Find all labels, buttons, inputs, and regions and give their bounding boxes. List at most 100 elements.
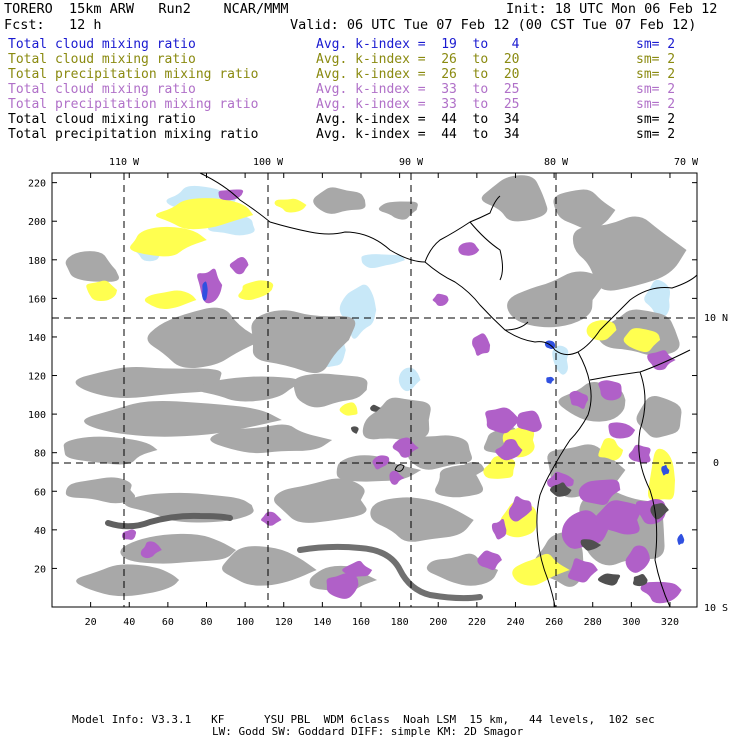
- lon-label: 90 W: [399, 157, 424, 168]
- purple-cloud-patch: [647, 350, 676, 371]
- legend-kindex: Avg. k-index = 44 to 34: [316, 127, 520, 142]
- valid-time: Valid: 06 UTC Tue 07 Feb 12 (00 CST Tue …: [290, 17, 697, 33]
- dark-streak: [105, 512, 233, 530]
- y-tick-label: 60: [34, 487, 46, 498]
- purple-cloud-patch: [508, 496, 532, 522]
- lat-lon-grid: [52, 173, 697, 607]
- dark-core-patch: [350, 426, 359, 434]
- legend-kindex: Avg. k-index = 26 to 20: [316, 52, 520, 67]
- gray-cloud-patch: [65, 251, 119, 282]
- legend-kindex: Avg. k-index = 44 to 34: [316, 112, 520, 127]
- lat-label: 10 S: [704, 603, 728, 614]
- purple-cloud-patch: [326, 573, 359, 599]
- legend-field-name: Total cloud mixing ratio: [8, 37, 196, 52]
- purple-cloud-patch: [432, 293, 449, 307]
- purple-cloud-patch: [578, 479, 621, 505]
- y-tick-label: 80: [34, 449, 46, 460]
- legend-kindex: Avg. k-index = 33 to 25: [316, 82, 520, 97]
- gray-cloud-patch: [251, 310, 356, 374]
- legend-field-name: Total cloud mixing ratio: [8, 52, 196, 67]
- yellow-precip-patch: [274, 198, 307, 213]
- gray-cloud-patch: [75, 367, 222, 399]
- y-tick-label: 140: [28, 333, 46, 344]
- yellow-precip-patch: [155, 198, 254, 230]
- blue-core-patch: [661, 464, 670, 476]
- x-tick-label: 80: [200, 617, 212, 628]
- legend-field-name: Total precipitation mixing ratio: [8, 97, 259, 112]
- y-tick-label: 40: [34, 526, 46, 537]
- yellow-precip-patch: [144, 290, 197, 310]
- purple-cloud-patch: [472, 333, 491, 356]
- coastline: [394, 464, 405, 472]
- legend-smoothing: sm= 2: [636, 52, 676, 67]
- init-time: Init: 18 UTC Mon 06 Feb 12: [506, 1, 718, 17]
- yellow-precip-patch: [129, 226, 207, 257]
- gray-cloud-patch: [378, 201, 418, 220]
- gray-cloud-patch: [76, 564, 180, 597]
- model-info-line2: LW: Godd SW: Goddard DIFF: simple KM: 2D…: [212, 725, 524, 738]
- gray-cloud-patch: [553, 189, 616, 230]
- gray-cloud-patch: [63, 436, 158, 465]
- coastlines: [199, 173, 697, 607]
- legend-smoothing: sm= 2: [636, 112, 676, 127]
- purple-cloud-patch: [261, 511, 282, 526]
- purple-cloud-patch: [495, 439, 523, 461]
- purple-cloud-patch: [372, 455, 390, 470]
- model-info-line1: Model Info: V3.3.1 KF YSU PBL WDM 6class…: [72, 713, 655, 726]
- dark-core-patch: [580, 539, 602, 551]
- yellow-precip-patch: [339, 402, 358, 416]
- gray-cloud-patch: [313, 187, 366, 214]
- gray-cloud-patch: [147, 307, 263, 369]
- lon-label: 70 W: [674, 157, 699, 168]
- gray-cloud-patch: [481, 175, 548, 222]
- coastline: [504, 321, 529, 331]
- gray-cloud-patch: [405, 435, 473, 470]
- yellow-precip-patch: [512, 553, 570, 586]
- legend-field-name: Total cloud mixing ratio: [8, 82, 196, 97]
- purple-cloud-patch: [197, 268, 223, 304]
- yellow-precip-patch: [647, 448, 675, 501]
- blue-core-patch: [546, 376, 555, 384]
- yellow-precip-patch: [598, 438, 624, 461]
- legend-field-name: Total cloud mixing ratio: [8, 112, 196, 127]
- legend-smoothing: sm= 2: [636, 67, 676, 82]
- coastline: [536, 351, 592, 607]
- dark-core-patch: [633, 573, 648, 587]
- purple-cloud-patch: [458, 242, 480, 256]
- lon-label: 80 W: [544, 157, 569, 168]
- yellow-precip-patch: [623, 328, 661, 353]
- gray-cloud-patch: [210, 424, 333, 454]
- y-tick-label: 100: [28, 410, 46, 421]
- map-frame: [51, 172, 698, 608]
- dark-core-patch: [597, 573, 621, 586]
- x-tick-label: 160: [352, 617, 370, 628]
- coastline: [589, 349, 691, 381]
- gray-cloud-patch: [197, 376, 300, 402]
- y-tick-label: 220: [28, 179, 46, 190]
- y-tick-label: 120: [28, 372, 46, 383]
- yellow-precip-patch: [86, 280, 118, 302]
- yellow-precip-patch: [586, 320, 617, 341]
- purple-cloud-patch: [547, 471, 574, 489]
- purple-cloud-patch: [389, 470, 405, 485]
- gray-cloud-patch: [222, 546, 317, 586]
- legend-smoothing: sm= 2: [636, 37, 676, 52]
- purple-cloud-patch: [598, 380, 622, 401]
- coastline: [638, 371, 671, 607]
- blue-core-patch: [202, 281, 208, 301]
- purple-cloud-patch: [569, 390, 589, 409]
- gray-cloud-patch: [274, 478, 367, 523]
- x-tick-label: 180: [391, 617, 409, 628]
- gray-cloud-patch: [120, 533, 236, 564]
- gray-cloud-patch: [362, 397, 431, 442]
- dark-core-patch: [650, 503, 669, 520]
- lat-label: 10 N: [704, 313, 728, 324]
- model-run-title: TORERO 15km ARW Run2 NCAR/MMM: [4, 1, 289, 17]
- purple-cloud-patch: [516, 410, 542, 433]
- blue-core-patch: [677, 533, 685, 545]
- legend-kindex: Avg. k-index = 26 to 20: [316, 67, 520, 82]
- legend-field-name: Total precipitation mixing ratio: [8, 67, 259, 82]
- axis-labels: 110 W 100 W 90 W 80 W 70 W 10 N 0 10 S 20 40 60 80 1…: [28, 157, 728, 628]
- x-tick-label: 220: [468, 617, 486, 628]
- gray-cloud-patch: [65, 477, 136, 504]
